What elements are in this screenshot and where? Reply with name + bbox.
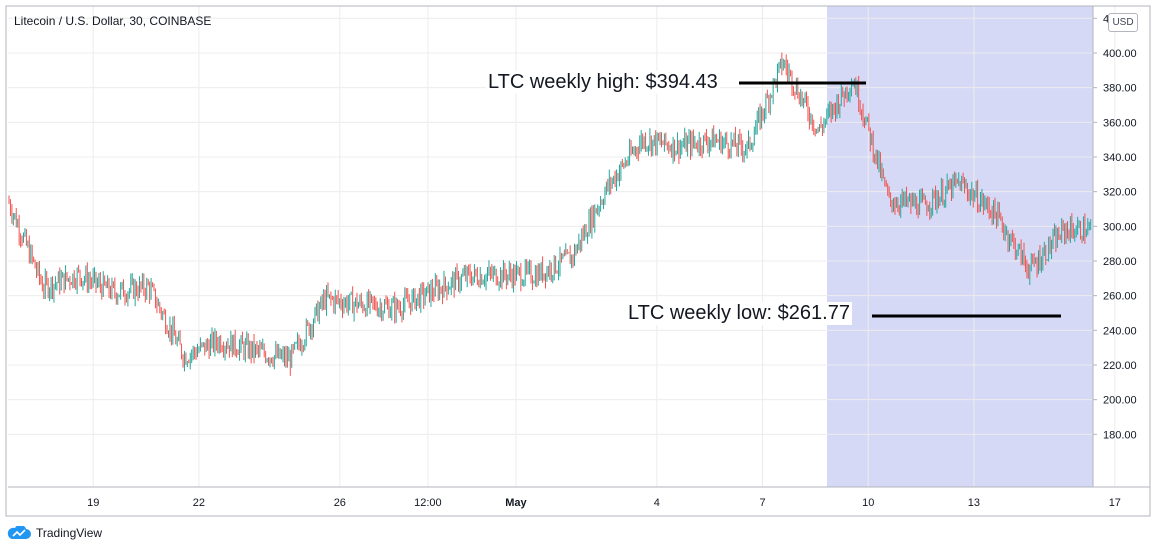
tradingview-cloud-icon xyxy=(7,526,31,539)
y-tick-label: 240.00 xyxy=(1103,325,1137,337)
y-tick-label: 300.00 xyxy=(1103,221,1137,233)
y-tick-label: 200.00 xyxy=(1103,395,1137,407)
chart-title: Litecoin / U.S. Dollar, 30, COINBASE xyxy=(14,14,212,28)
x-tick-label: 22 xyxy=(193,497,205,509)
y-tick-label: 260.00 xyxy=(1103,291,1137,303)
chart-axes xyxy=(5,5,1151,517)
chart-frame xyxy=(5,5,1151,517)
y-tick-label: 380.00 xyxy=(1103,83,1137,95)
y-tick-label: 340.00 xyxy=(1103,152,1137,164)
tradingview-logo[interactable]: TradingView xyxy=(6,526,102,540)
x-tick-label: 13 xyxy=(968,497,980,509)
weekly-high-annotation: LTC weekly high: $394.43 xyxy=(486,71,720,94)
x-tick-label: 4 xyxy=(654,497,660,509)
x-tick-label: May xyxy=(505,497,527,509)
y-tick-label: 220.00 xyxy=(1103,360,1137,372)
y-tick-label: 320.00 xyxy=(1103,187,1137,199)
x-tick-label: 26 xyxy=(334,497,346,509)
annotation-markers xyxy=(739,81,1061,318)
y-tick-label: 400.00 xyxy=(1103,48,1137,60)
x-tick-label: 17 xyxy=(1109,497,1121,509)
x-tick-label: 12:00 xyxy=(414,497,442,509)
y-tick-label: 360.00 xyxy=(1103,117,1137,129)
x-tick-label: 19 xyxy=(87,497,99,509)
currency-badge[interactable]: USD xyxy=(1108,13,1138,32)
tradingview-brand-text: TradingView xyxy=(36,526,103,540)
time-axis[interactable]: 19 22 26 12:00 May 4 7 10 13 17 xyxy=(87,497,1121,509)
y-tick-label: 180.00 xyxy=(1103,429,1137,441)
candlestick-series xyxy=(8,52,1092,376)
x-tick-label: 10 xyxy=(862,497,874,509)
weekly-low-annotation: LTC weekly low: $261.77 xyxy=(626,302,852,325)
x-tick-label: 7 xyxy=(759,497,765,509)
y-tick-label: 280.00 xyxy=(1103,256,1137,268)
